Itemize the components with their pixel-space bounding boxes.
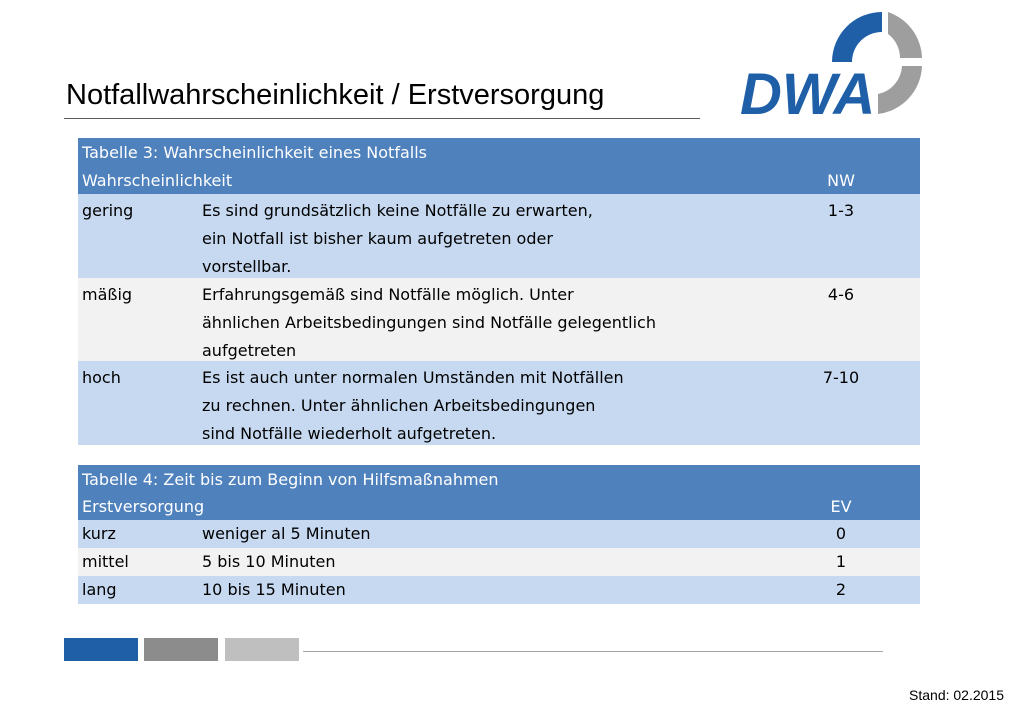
column-header-label: Wahrscheinlichkeit — [82, 171, 233, 190]
row-value: 0 — [835, 524, 847, 543]
row-description: 5 bis 10 Minuten — [202, 552, 336, 571]
table-caption: Tabelle 4: Zeit bis zum Beginn von Hilfs… — [82, 470, 499, 489]
page-title: Notfallwahrscheinlichkeit / Erstversorgu… — [66, 79, 605, 111]
row-value: 4-6 — [827, 284, 855, 304]
footer-bar-dark-grey — [144, 638, 218, 661]
footer-divider — [303, 651, 883, 652]
table-header: Tabelle 4: Zeit bis zum Beginn von Hilfs… — [78, 465, 920, 520]
column-header-code: EV — [830, 497, 852, 516]
description-line: aufgetreten — [202, 340, 297, 360]
table-row: mäßig Erfahrungsgemäß sind Notfälle mögl… — [78, 277, 920, 365]
row-level: gering — [82, 201, 134, 220]
row-level: lang — [82, 580, 117, 599]
dwa-logo: DWA — [740, 12, 922, 120]
description-line: vorstellbar. — [202, 257, 292, 276]
logo-text: DWA — [740, 62, 875, 120]
description-line: ähnlichen Arbeitsbedingungen sind Notfäl… — [202, 312, 656, 332]
footer-bar-blue — [64, 638, 138, 661]
row-description: 10 bis 15 Minuten — [202, 580, 346, 599]
description-line: zu rechnen. Unter ähnlichen Arbeitsbedin… — [202, 396, 596, 415]
description-line: Es ist auch unter normalen Umständen mit… — [202, 368, 624, 387]
column-header-label: Erstversorgung — [82, 497, 205, 516]
title-divider — [64, 118, 700, 119]
row-description: weniger al 5 Minuten — [202, 524, 371, 543]
table-row: lang 10 bis 15 Minuten 2 — [78, 576, 920, 604]
row-description: Es sind grundsätzlich keine Notfälle zu … — [202, 197, 593, 281]
logo-grey-arc-top — [888, 12, 922, 58]
row-description: Es ist auch unter normalen Umständen mit… — [202, 364, 624, 448]
row-level: mittel — [82, 552, 129, 571]
row-description: Erfahrungsgemäß sind Notfälle möglich. U… — [202, 281, 656, 365]
table-row: hoch Es ist auch unter normalen Umstände… — [78, 361, 920, 445]
footer-bar-light-grey — [225, 638, 299, 661]
table-caption: Tabelle 3: Wahrscheinlichkeit eines Notf… — [82, 143, 427, 162]
description-line: Es sind grundsätzlich keine Notfälle zu … — [202, 201, 593, 220]
row-value: 1 — [835, 552, 847, 571]
table-header: Tabelle 3: Wahrscheinlichkeit eines Notf… — [78, 138, 920, 194]
table-row: kurz weniger al 5 Minuten 0 — [78, 520, 920, 548]
row-value: 1-3 — [827, 201, 855, 220]
logo-blue-arc — [832, 12, 882, 62]
table-row: mittel 5 bis 10 Minuten 1 — [78, 548, 920, 576]
description-line: Erfahrungsgemäß sind Notfälle möglich. U… — [202, 284, 574, 304]
table-row: gering Es sind grundsätzlich keine Notfä… — [78, 194, 920, 278]
row-level: hoch — [82, 368, 121, 387]
stand-date: Stand: 02.2015 — [909, 687, 1004, 703]
table-notfall-wahrscheinlichkeit: Tabelle 3: Wahrscheinlichkeit eines Notf… — [78, 138, 920, 445]
description-line: ein Notfall ist bisher kaum aufgetreten … — [202, 229, 553, 248]
table-erstversorgung: Tabelle 4: Zeit bis zum Beginn von Hilfs… — [78, 465, 920, 604]
row-value: 7-10 — [822, 368, 860, 387]
description-line: sind Notfälle wiederholt aufgetreten. — [202, 424, 497, 443]
row-value: 2 — [835, 580, 847, 599]
logo-grey-arc-bottom — [878, 66, 922, 114]
row-level: kurz — [82, 524, 116, 543]
row-level: mäßig — [82, 284, 133, 304]
column-header-code: NW — [827, 171, 855, 190]
